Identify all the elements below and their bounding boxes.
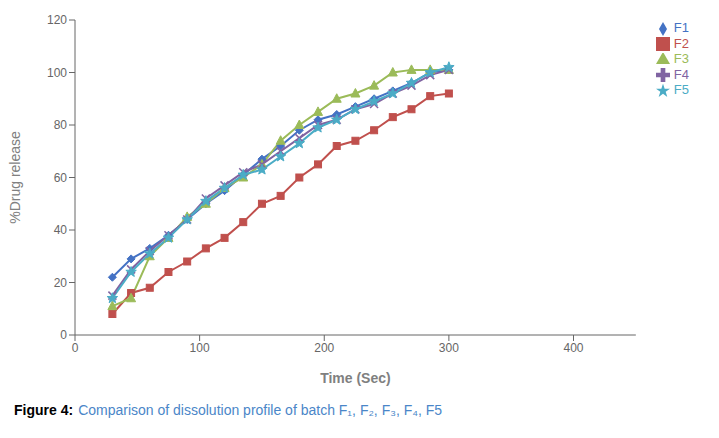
html-text:F5: F5 bbox=[673, 82, 689, 98]
svg-text:200: 200 bbox=[314, 341, 334, 355]
svg-text:60: 60 bbox=[54, 171, 68, 185]
svg-text:100: 100 bbox=[47, 66, 67, 80]
html-text:Figure 4: Comparison of dissol: Figure 4: Comparison of dissolution prof… bbox=[14, 402, 443, 418]
svg-text:Time (Sec): Time (Sec) bbox=[320, 370, 391, 386]
svg-text:100: 100 bbox=[190, 341, 210, 355]
svg-text:0: 0 bbox=[72, 341, 79, 355]
svg-text:120: 120 bbox=[47, 13, 67, 27]
svg-text:20: 20 bbox=[54, 276, 68, 290]
svg-text:0: 0 bbox=[60, 328, 67, 342]
svg-text:80: 80 bbox=[54, 118, 68, 132]
html-text:F1: F1 bbox=[673, 20, 689, 35]
html-text:F2: F2 bbox=[673, 35, 689, 51]
svg-text:400: 400 bbox=[563, 341, 583, 355]
html-text:F4: F4 bbox=[673, 66, 689, 82]
svg-text:40: 40 bbox=[54, 223, 68, 237]
svg-text:300: 300 bbox=[439, 341, 459, 355]
html-text:F3: F3 bbox=[673, 51, 689, 67]
svg-text:%Drug release: %Drug release bbox=[8, 131, 23, 224]
